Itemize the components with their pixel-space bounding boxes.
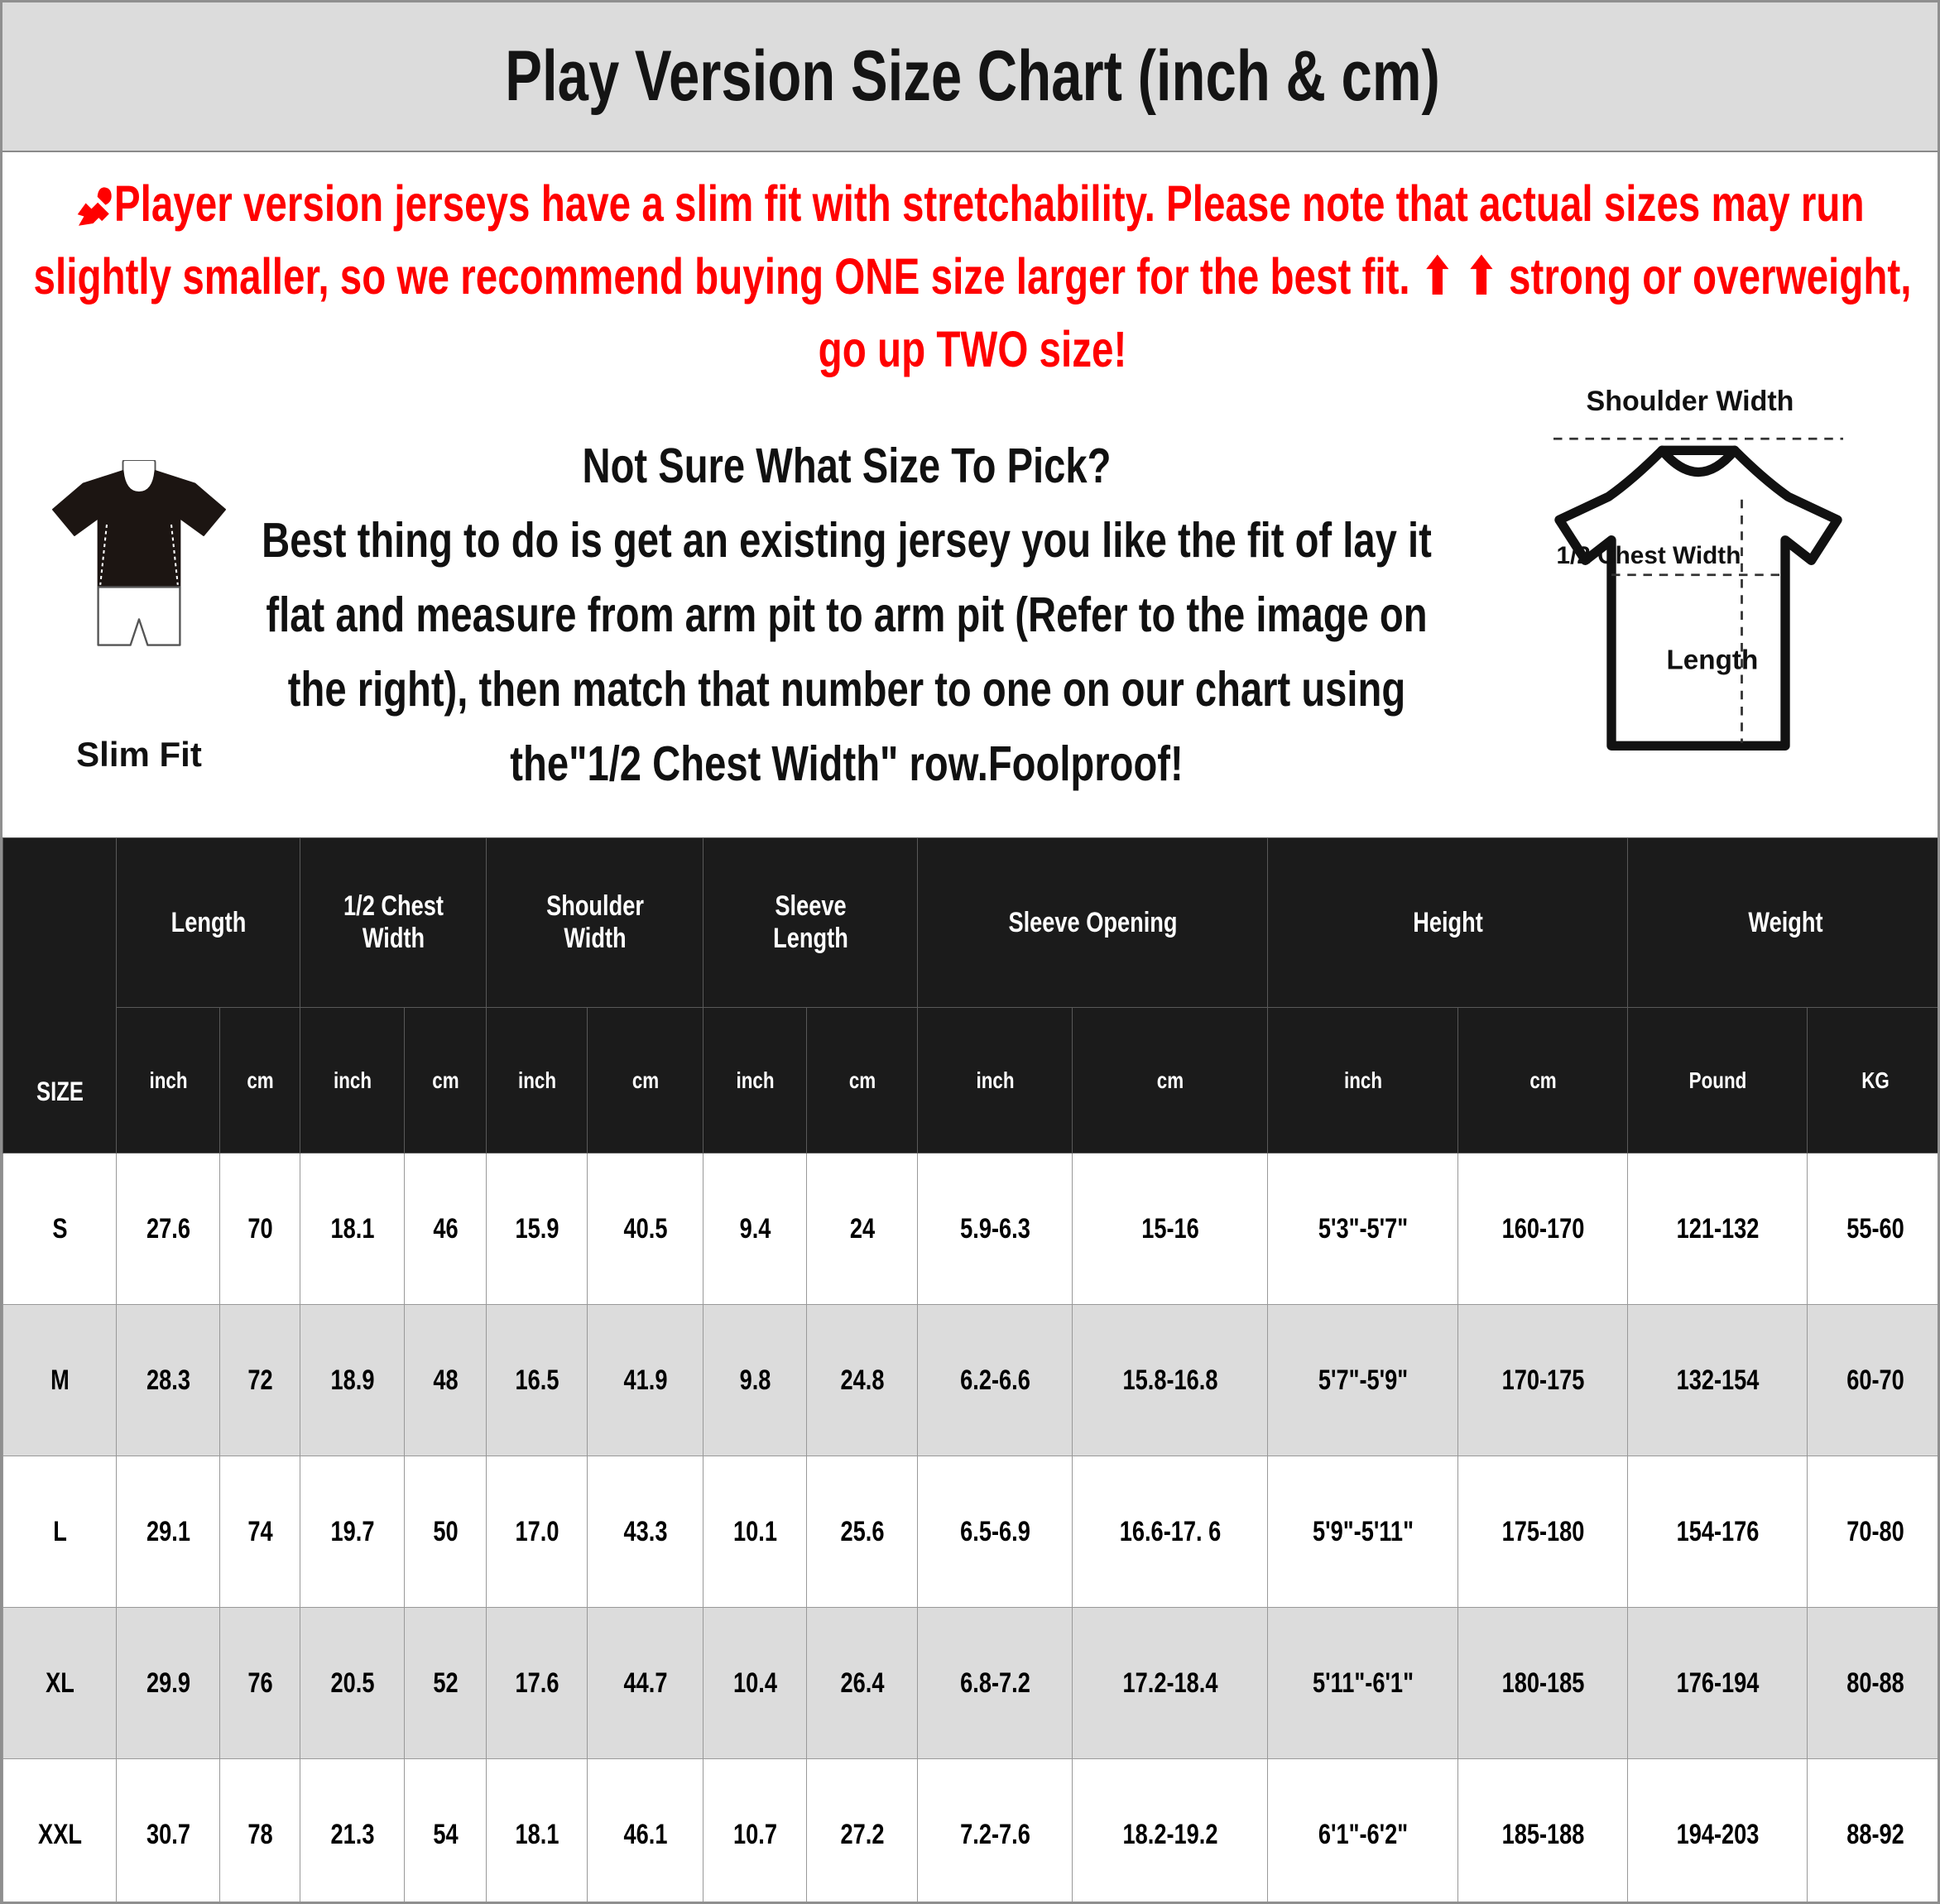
svg-text:Length: Length (1667, 645, 1759, 676)
svg-text:1/2 Chest Width: 1/2 Chest Width (1557, 542, 1741, 569)
